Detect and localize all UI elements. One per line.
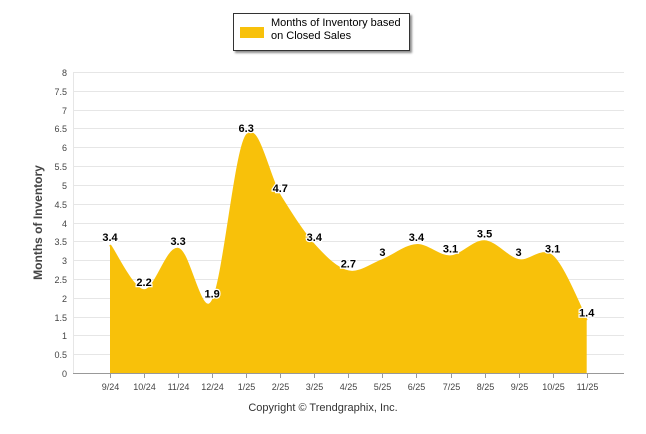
y-tick-label: 7.5	[54, 87, 67, 97]
copyright-text: Copyright © Trendgraphix, Inc.	[248, 402, 398, 414]
x-tick-label: 10/24	[133, 382, 156, 392]
data-label: 3.1	[545, 243, 560, 255]
x-tick-label: 12/24	[201, 382, 224, 392]
x-tick-label: 2/25	[272, 382, 290, 392]
y-tick-label: 1.5	[54, 313, 67, 323]
data-label: 6.3	[239, 123, 254, 135]
y-tick-label: 6	[62, 143, 67, 153]
x-tick-label: 11/25	[577, 382, 599, 392]
y-tick-label: 2.5	[54, 275, 67, 285]
data-label: 3.4	[102, 232, 118, 244]
y-tick-label: 2	[62, 294, 67, 304]
data-label: 2.7	[341, 258, 356, 270]
data-label: 3.5	[477, 228, 492, 240]
y-tick-label: 5.5	[54, 162, 67, 172]
data-label: 3.1	[443, 243, 458, 255]
data-label: 1.9	[205, 289, 220, 301]
y-tick-label: 1	[62, 331, 67, 341]
y-tick-label: 3.5	[54, 237, 67, 247]
legend-swatch	[240, 27, 264, 38]
y-tick-label: 4.5	[54, 200, 67, 210]
x-tick-label: 6/25	[408, 382, 426, 392]
data-label: 3.4	[409, 232, 425, 244]
x-tick-label: 9/24	[102, 382, 120, 392]
data-label: 3	[516, 247, 522, 259]
data-label: 4.7	[273, 183, 288, 195]
y-tick-label: 5	[62, 181, 67, 191]
y-tick-label: 8	[62, 68, 67, 78]
x-tick-label: 5/25	[374, 382, 392, 392]
data-label: 3.3	[170, 236, 185, 248]
x-tick-label: 1/25	[238, 382, 256, 392]
data-label: 3.4	[307, 232, 323, 244]
y-tick-label: 0.5	[54, 350, 67, 360]
y-tick-label: 7	[62, 106, 67, 116]
y-tick-label: 6.5	[54, 124, 67, 134]
x-tick-label: 7/25	[443, 382, 461, 392]
y-tick-label: 3	[62, 256, 67, 266]
x-tick-label: 3/25	[306, 382, 324, 392]
y-tick-label: 4	[62, 219, 67, 229]
legend-label: Months of Inventory based on Closed Sale…	[271, 17, 401, 42]
series-line	[109, 131, 588, 321]
data-label: 2.2	[136, 277, 151, 289]
data-label: 1.4	[579, 307, 595, 319]
x-tick-label: 11/24	[168, 382, 190, 392]
x-tick-label: 4/25	[340, 382, 358, 392]
data-label: 3	[379, 247, 385, 259]
y-axis-title: Months of Inventory	[31, 165, 45, 280]
legend: Months of Inventory based on Closed Sale…	[233, 13, 410, 51]
y-tick-label: 0	[62, 369, 67, 379]
x-tick-label: 9/25	[511, 382, 529, 392]
x-tick-label: 10/25	[542, 382, 565, 392]
x-tick-label: 8/25	[477, 382, 495, 392]
series-area	[110, 132, 587, 373]
